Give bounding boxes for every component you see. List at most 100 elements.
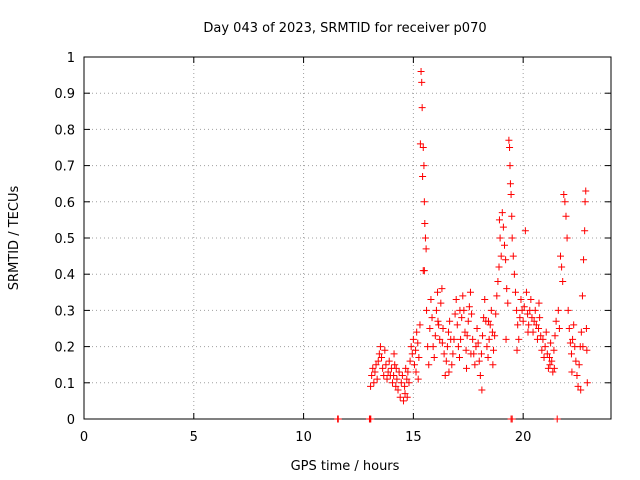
y-tick-label: 0.9: [54, 87, 75, 102]
data-point: [426, 325, 434, 332]
y-tick-label: 1: [67, 51, 75, 66]
data-point: [445, 368, 453, 376]
data-point: [575, 361, 583, 369]
data-point: [521, 227, 529, 235]
data-point: [484, 353, 492, 361]
data-point: [530, 317, 538, 325]
data-point: [505, 136, 513, 144]
y-tick-label: 0.4: [54, 268, 75, 283]
data-point: [457, 335, 465, 343]
data-point: [579, 343, 587, 351]
data-point: [508, 212, 516, 220]
data-point: [551, 332, 559, 340]
y-tick-label: 0.3: [54, 304, 75, 319]
data-point: [422, 245, 430, 253]
data-point: [409, 335, 417, 343]
data-point: [416, 321, 424, 329]
data-point: [464, 317, 472, 325]
data-point: [566, 339, 574, 347]
data-point: [508, 234, 516, 242]
data-point: [396, 393, 404, 401]
data-point: [437, 299, 445, 307]
data-point: [565, 325, 573, 332]
data-point: [567, 350, 575, 358]
data-point: [406, 357, 414, 365]
data-point: [418, 104, 426, 112]
data-point: [416, 140, 424, 148]
data-point: [380, 372, 388, 380]
data-point: [479, 332, 487, 340]
data-point: [552, 317, 560, 325]
data-point: [430, 353, 438, 361]
data-point: [498, 209, 506, 217]
data-point: [508, 415, 516, 423]
data-point: [403, 393, 411, 401]
data-point: [384, 368, 392, 376]
x-axis: 0 5 10 15 20: [80, 57, 532, 445]
data-point: [420, 198, 428, 206]
data-point: [468, 310, 476, 318]
data-point: [407, 343, 415, 351]
data-point: [515, 335, 523, 343]
data-point: [473, 325, 481, 332]
data-point: [374, 357, 382, 365]
data-point: [547, 339, 555, 347]
data-point: [415, 353, 423, 361]
data-point: [493, 292, 501, 300]
data-point: [484, 317, 492, 325]
data-point: [497, 252, 505, 260]
data-point: [423, 306, 431, 314]
x-axis-label: GPS time / hours: [291, 459, 400, 474]
data-point: [543, 350, 551, 358]
chart-title: Day 043 of 2023, SRMTID for receiver p07…: [203, 21, 486, 36]
data-point: [504, 299, 512, 307]
data-point: [560, 191, 568, 199]
data-point: [443, 343, 451, 351]
data-point: [553, 415, 561, 423]
data-point: [394, 386, 402, 394]
data-point: [538, 346, 546, 354]
data-point: [381, 346, 389, 354]
y-tick-label: 0.8: [54, 123, 75, 138]
data-point: [524, 328, 532, 336]
data-point: [472, 343, 480, 351]
data-point: [420, 162, 428, 170]
data-point: [535, 299, 543, 307]
data-point: [510, 270, 518, 278]
data-point: [519, 317, 527, 325]
data-point: [496, 234, 504, 242]
data-point: [456, 306, 464, 314]
data-point: [581, 198, 589, 206]
x-tick-label: 20: [515, 430, 532, 445]
data-point: [438, 285, 446, 293]
data-point: [421, 234, 429, 242]
data-point: [467, 350, 475, 358]
data-point: [489, 361, 497, 369]
data-point: [428, 314, 436, 322]
data-point: [577, 386, 585, 394]
data-point: [578, 292, 586, 300]
data-point: [385, 357, 393, 365]
data-point: [392, 364, 400, 372]
data-point: [469, 335, 477, 343]
data-point: [445, 328, 453, 336]
data-point: [524, 310, 532, 318]
data-point: [412, 346, 420, 354]
data-point: [397, 379, 405, 387]
data-point: [463, 364, 471, 372]
data-point: [559, 277, 567, 285]
data-point: [542, 328, 550, 336]
data-point: [569, 335, 577, 343]
data-point: [503, 285, 511, 293]
data-point: [378, 353, 386, 361]
data-point: [465, 303, 473, 311]
data-point: [334, 415, 342, 423]
data-point: [476, 372, 484, 380]
y-axis: 0 0.1 0.2 0.3 0.4 0.5 0.6 0.7 0.8 0.9 1: [54, 51, 611, 428]
data-point: [459, 292, 467, 300]
data-point: [474, 339, 482, 347]
data-point: [487, 306, 495, 314]
data-point: [522, 288, 530, 296]
data-point: [446, 317, 454, 325]
